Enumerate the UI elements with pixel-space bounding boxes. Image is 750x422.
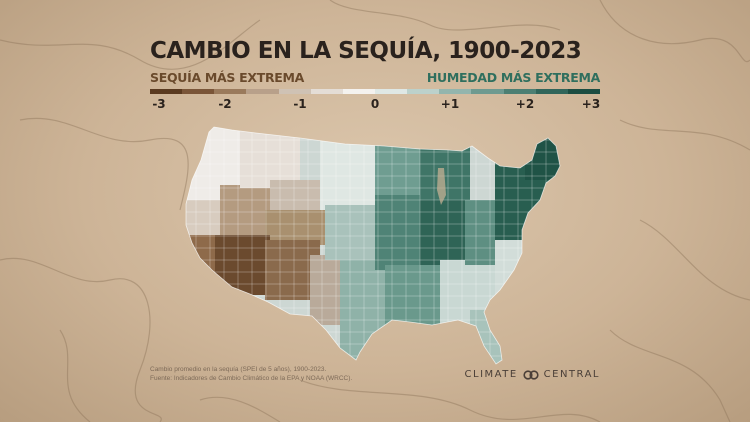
legend-color-step	[439, 89, 472, 94]
region-ohio-valley	[420, 200, 470, 265]
lake-michigan	[437, 168, 446, 205]
region-great-basin	[220, 185, 270, 235]
legend-tick-label: 0	[370, 97, 380, 111]
legend-color-step	[535, 89, 568, 94]
region-central-plains	[325, 205, 380, 260]
legend-color-step	[182, 89, 215, 94]
legend-color-step	[246, 89, 279, 94]
legend-color-step	[567, 89, 600, 94]
legend-tick-label: +3	[581, 97, 601, 111]
legend-ticks: -3 -2 -1 0 +1 +2 +3	[150, 97, 600, 113]
us-outline	[185, 126, 561, 365]
region-minnesota	[375, 145, 420, 200]
legend-color-step	[310, 89, 343, 94]
region-arizona	[215, 235, 270, 295]
legend-color-step	[342, 89, 375, 94]
legend-tick-label: +2	[515, 97, 535, 111]
region-new-england	[525, 130, 560, 180]
legend-color-step	[503, 89, 536, 94]
legend-color-scale	[150, 89, 600, 94]
legend-color-step	[150, 89, 183, 94]
legend-dry-label: SEQUÍA MÁS EXTREMA	[150, 70, 305, 85]
legend-color-step	[407, 89, 440, 94]
legend-wet-label: HUMEDAD MÁS EXTREMA	[426, 70, 600, 85]
region-wyoming	[270, 180, 325, 215]
region-iowa-missouri	[375, 195, 425, 270]
footnote-source: Fuente: Indicadores de Cambio Climático …	[150, 375, 353, 382]
legend-tick-label: -1	[293, 97, 307, 111]
legend-color-step	[374, 89, 408, 94]
legend-color-step	[471, 89, 504, 94]
legend-tick-label: +1	[440, 97, 460, 111]
brand-left-text: CLIMATE	[464, 369, 518, 380]
climate-central-logo: CLIMATE CENTRAL	[465, 369, 600, 380]
legend-color-step	[214, 89, 247, 94]
legend-color-step	[278, 89, 311, 94]
brand-right-text: CENTRAL	[543, 369, 600, 380]
linked-rings-icon	[523, 369, 539, 380]
region-idaho-montana	[240, 128, 300, 188]
map-title: CAMBIO EN LA SEQUÍA, 1900-2023	[150, 38, 582, 64]
region-colorado-utah	[265, 210, 325, 245]
region-lower-mississippi	[385, 265, 440, 330]
region-california-north	[186, 200, 220, 240]
footnote-description: Cambio promedio en la sequía (SPEI de 5 …	[150, 366, 327, 373]
legend-tick-label: -3	[152, 97, 166, 111]
legend-tick-label: -2	[218, 97, 232, 111]
